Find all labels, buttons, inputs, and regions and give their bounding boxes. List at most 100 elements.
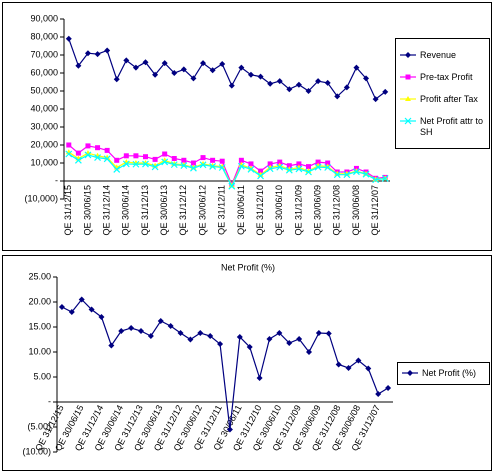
point — [267, 161, 273, 167]
point — [218, 164, 226, 171]
point — [123, 57, 130, 64]
y-tick-label: (10,000) — [24, 193, 58, 203]
point — [295, 165, 303, 173]
point — [180, 162, 188, 169]
point — [152, 156, 158, 162]
point — [315, 159, 321, 165]
point — [285, 166, 293, 174]
point — [171, 70, 178, 76]
point — [118, 328, 125, 334]
point — [143, 154, 148, 160]
y-tick-label: 15.00 — [28, 321, 51, 331]
legend-marker — [404, 117, 412, 125]
point — [210, 157, 216, 163]
point — [267, 80, 274, 87]
point — [343, 171, 351, 179]
x-tick-label: QE 31/12/07 — [370, 185, 380, 236]
point — [190, 75, 197, 82]
point — [306, 164, 311, 170]
point — [128, 325, 135, 331]
point — [171, 156, 177, 161]
point — [74, 156, 82, 164]
point — [75, 150, 81, 156]
y-tick-label: 25.00 — [28, 271, 51, 281]
point — [276, 78, 283, 85]
legend-marker — [405, 96, 411, 101]
point — [334, 93, 341, 100]
point — [162, 151, 168, 157]
series-line — [68, 153, 386, 188]
point — [113, 76, 120, 83]
y-tick-label: 40,000 — [30, 103, 58, 113]
point — [190, 160, 196, 166]
point — [385, 385, 392, 391]
y-tick-label: 50,000 — [30, 85, 58, 95]
point — [75, 62, 82, 69]
point — [372, 176, 380, 184]
x-tick-label: QE 31/12/12 — [178, 185, 188, 236]
point — [276, 163, 284, 171]
point — [197, 330, 204, 336]
legend-marker — [405, 74, 411, 80]
point — [138, 328, 144, 334]
point — [333, 171, 341, 179]
point — [209, 162, 217, 170]
y-tick-label: 20.00 — [28, 296, 51, 306]
point — [228, 82, 235, 89]
point — [161, 158, 169, 166]
x-tick-label: QE 31/12/15 — [63, 185, 73, 236]
point — [123, 153, 129, 159]
point — [295, 81, 302, 88]
point — [177, 330, 184, 336]
point — [85, 143, 91, 149]
point — [217, 341, 224, 347]
series-line — [61, 298, 389, 430]
y-tick-label: 5.00 — [33, 371, 51, 381]
legend-label: Net Profit attr to SH — [420, 116, 484, 137]
x-tick-label: QE 31/12/14 — [102, 185, 112, 236]
y-tick-label: 30,000 — [30, 121, 58, 131]
point — [256, 375, 263, 381]
point — [104, 147, 110, 153]
point — [226, 426, 233, 433]
point — [315, 78, 322, 85]
series-line — [68, 38, 386, 101]
point — [114, 157, 120, 163]
point — [236, 334, 243, 340]
y-tick-label: 10,000 — [30, 157, 58, 167]
y-tick-label: 10.00 — [28, 346, 51, 356]
point — [305, 168, 312, 176]
legend-box — [395, 38, 490, 149]
point — [180, 66, 187, 73]
point — [161, 60, 168, 67]
point — [363, 75, 370, 82]
point — [151, 163, 159, 171]
point — [324, 164, 332, 171]
legend-label: Profit after Tax — [420, 94, 478, 104]
point — [132, 160, 140, 168]
point — [108, 342, 115, 349]
y-tick-label: (5.00) — [27, 421, 51, 431]
legend-marker — [405, 52, 411, 58]
point — [296, 336, 303, 342]
point — [266, 165, 274, 173]
point — [190, 164, 197, 172]
y-tick-label: 80,000 — [30, 31, 58, 41]
point — [181, 157, 187, 163]
point — [167, 323, 174, 329]
point — [132, 64, 139, 71]
point — [170, 161, 178, 169]
point — [142, 160, 149, 168]
x-tick-label: QE 30/06/09 — [312, 185, 322, 236]
y-tick-label: 90,000 — [30, 13, 58, 23]
point — [68, 309, 75, 315]
y-tick-label: 20,000 — [30, 139, 58, 149]
point — [247, 71, 254, 78]
legend-label: Pre-tax Profit — [420, 72, 473, 82]
point — [296, 161, 302, 167]
legend-label: Net Profit (%) — [422, 368, 477, 378]
point — [286, 163, 292, 169]
point — [219, 158, 225, 164]
